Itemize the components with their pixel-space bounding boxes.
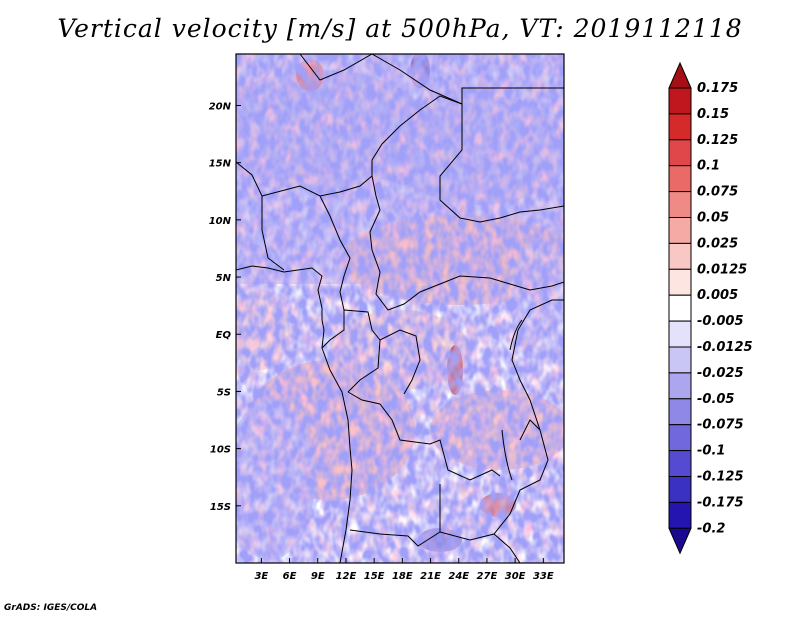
colorbar-box: [668, 346, 692, 374]
colorbar-label: 0.005: [697, 288, 738, 303]
colorbar-box: [668, 191, 692, 219]
colorbar-box: [668, 372, 692, 400]
colorbar-label: 0.075: [697, 185, 738, 200]
x-tick-label: 15E: [364, 571, 385, 582]
chart-title: Vertical velocity [m/s] at 500hPa, VT: 2…: [57, 14, 743, 43]
y-tick-label: 5N: [216, 273, 232, 284]
colorbar-label: 0.025: [697, 236, 738, 251]
colorbar-label: 0.1: [697, 159, 720, 174]
colorbar-top-arrow: [668, 61, 692, 89]
colorbar-box: [668, 424, 692, 452]
x-tick-label: 3E: [254, 571, 268, 582]
colorbar-label: -0.175: [697, 495, 744, 510]
x-tick-label: 12E: [336, 571, 357, 582]
colorbar-label: 0.175: [697, 81, 738, 96]
colorbar-label: -0.1: [697, 444, 725, 459]
x-tick-label: 30E: [505, 571, 526, 582]
colorbar-box: [668, 320, 692, 348]
colorbar-label: -0.2: [697, 521, 725, 536]
grads-credit: GrADS: IGES/COLA: [4, 603, 98, 613]
colorbar-label: 0.05: [697, 211, 729, 226]
colorbar-box: [668, 398, 692, 426]
colorbar-label: -0.125: [697, 470, 744, 485]
x-tick-label: 24E: [448, 571, 469, 582]
y-axis: 20N 15N 10N 5N EQ 5S 10S 15S: [209, 101, 241, 513]
colorbar-label: -0.05: [697, 392, 734, 407]
y-tick-label: EQ: [216, 330, 232, 341]
colorbar-box: [668, 268, 692, 296]
x-tick-label: 27E: [477, 571, 498, 582]
colorbar-box: [668, 113, 692, 141]
colorbar-label: -0.0125: [697, 340, 753, 355]
colorbar-label: 0.0125: [697, 262, 747, 277]
colorbar-box: [668, 87, 692, 115]
x-axis: 3E 6E 9E 12E 15E 18E 21E 24E 27E 30E 33E: [254, 558, 554, 582]
colorbar-box: [668, 242, 692, 270]
colorbar-label: 0.125: [697, 133, 738, 148]
map-area: [236, 54, 564, 563]
y-tick-label: 15N: [209, 159, 232, 170]
country-borders: [236, 54, 564, 563]
colorbar-label: -0.005: [697, 314, 744, 329]
colorbar-label: -0.075: [697, 418, 744, 433]
y-tick-label: 20N: [209, 101, 232, 112]
y-tick-label: 10S: [210, 445, 231, 456]
colorbar-box: [668, 217, 692, 244]
colorbar: 0.175 0.15 0.125 0.1 0.075 0.05 0.025 0.0125 0.0…: [668, 61, 753, 555]
x-tick-label: 33E: [533, 571, 554, 582]
colorbar-box: [668, 165, 692, 193]
colorbar-box: [668, 476, 692, 503]
colorbar-box: [668, 501, 692, 529]
y-tick-label: 15S: [210, 502, 231, 513]
colorbar-label: 0.15: [697, 107, 729, 122]
y-tick-label: 5S: [217, 387, 231, 398]
colorbar-box: [668, 139, 692, 167]
x-tick-label: 18E: [392, 571, 413, 582]
x-tick-label: 6E: [283, 571, 297, 582]
colorbar-box: [668, 450, 692, 478]
x-tick-label: 9E: [311, 571, 325, 582]
y-tick-label: 10N: [209, 216, 232, 227]
colorbar-box: [668, 294, 692, 322]
map-frame: [235, 53, 565, 564]
colorbar-bottom-arrow: [668, 527, 692, 555]
colorbar-label: -0.025: [697, 366, 744, 381]
x-tick-label: 21E: [420, 571, 441, 582]
